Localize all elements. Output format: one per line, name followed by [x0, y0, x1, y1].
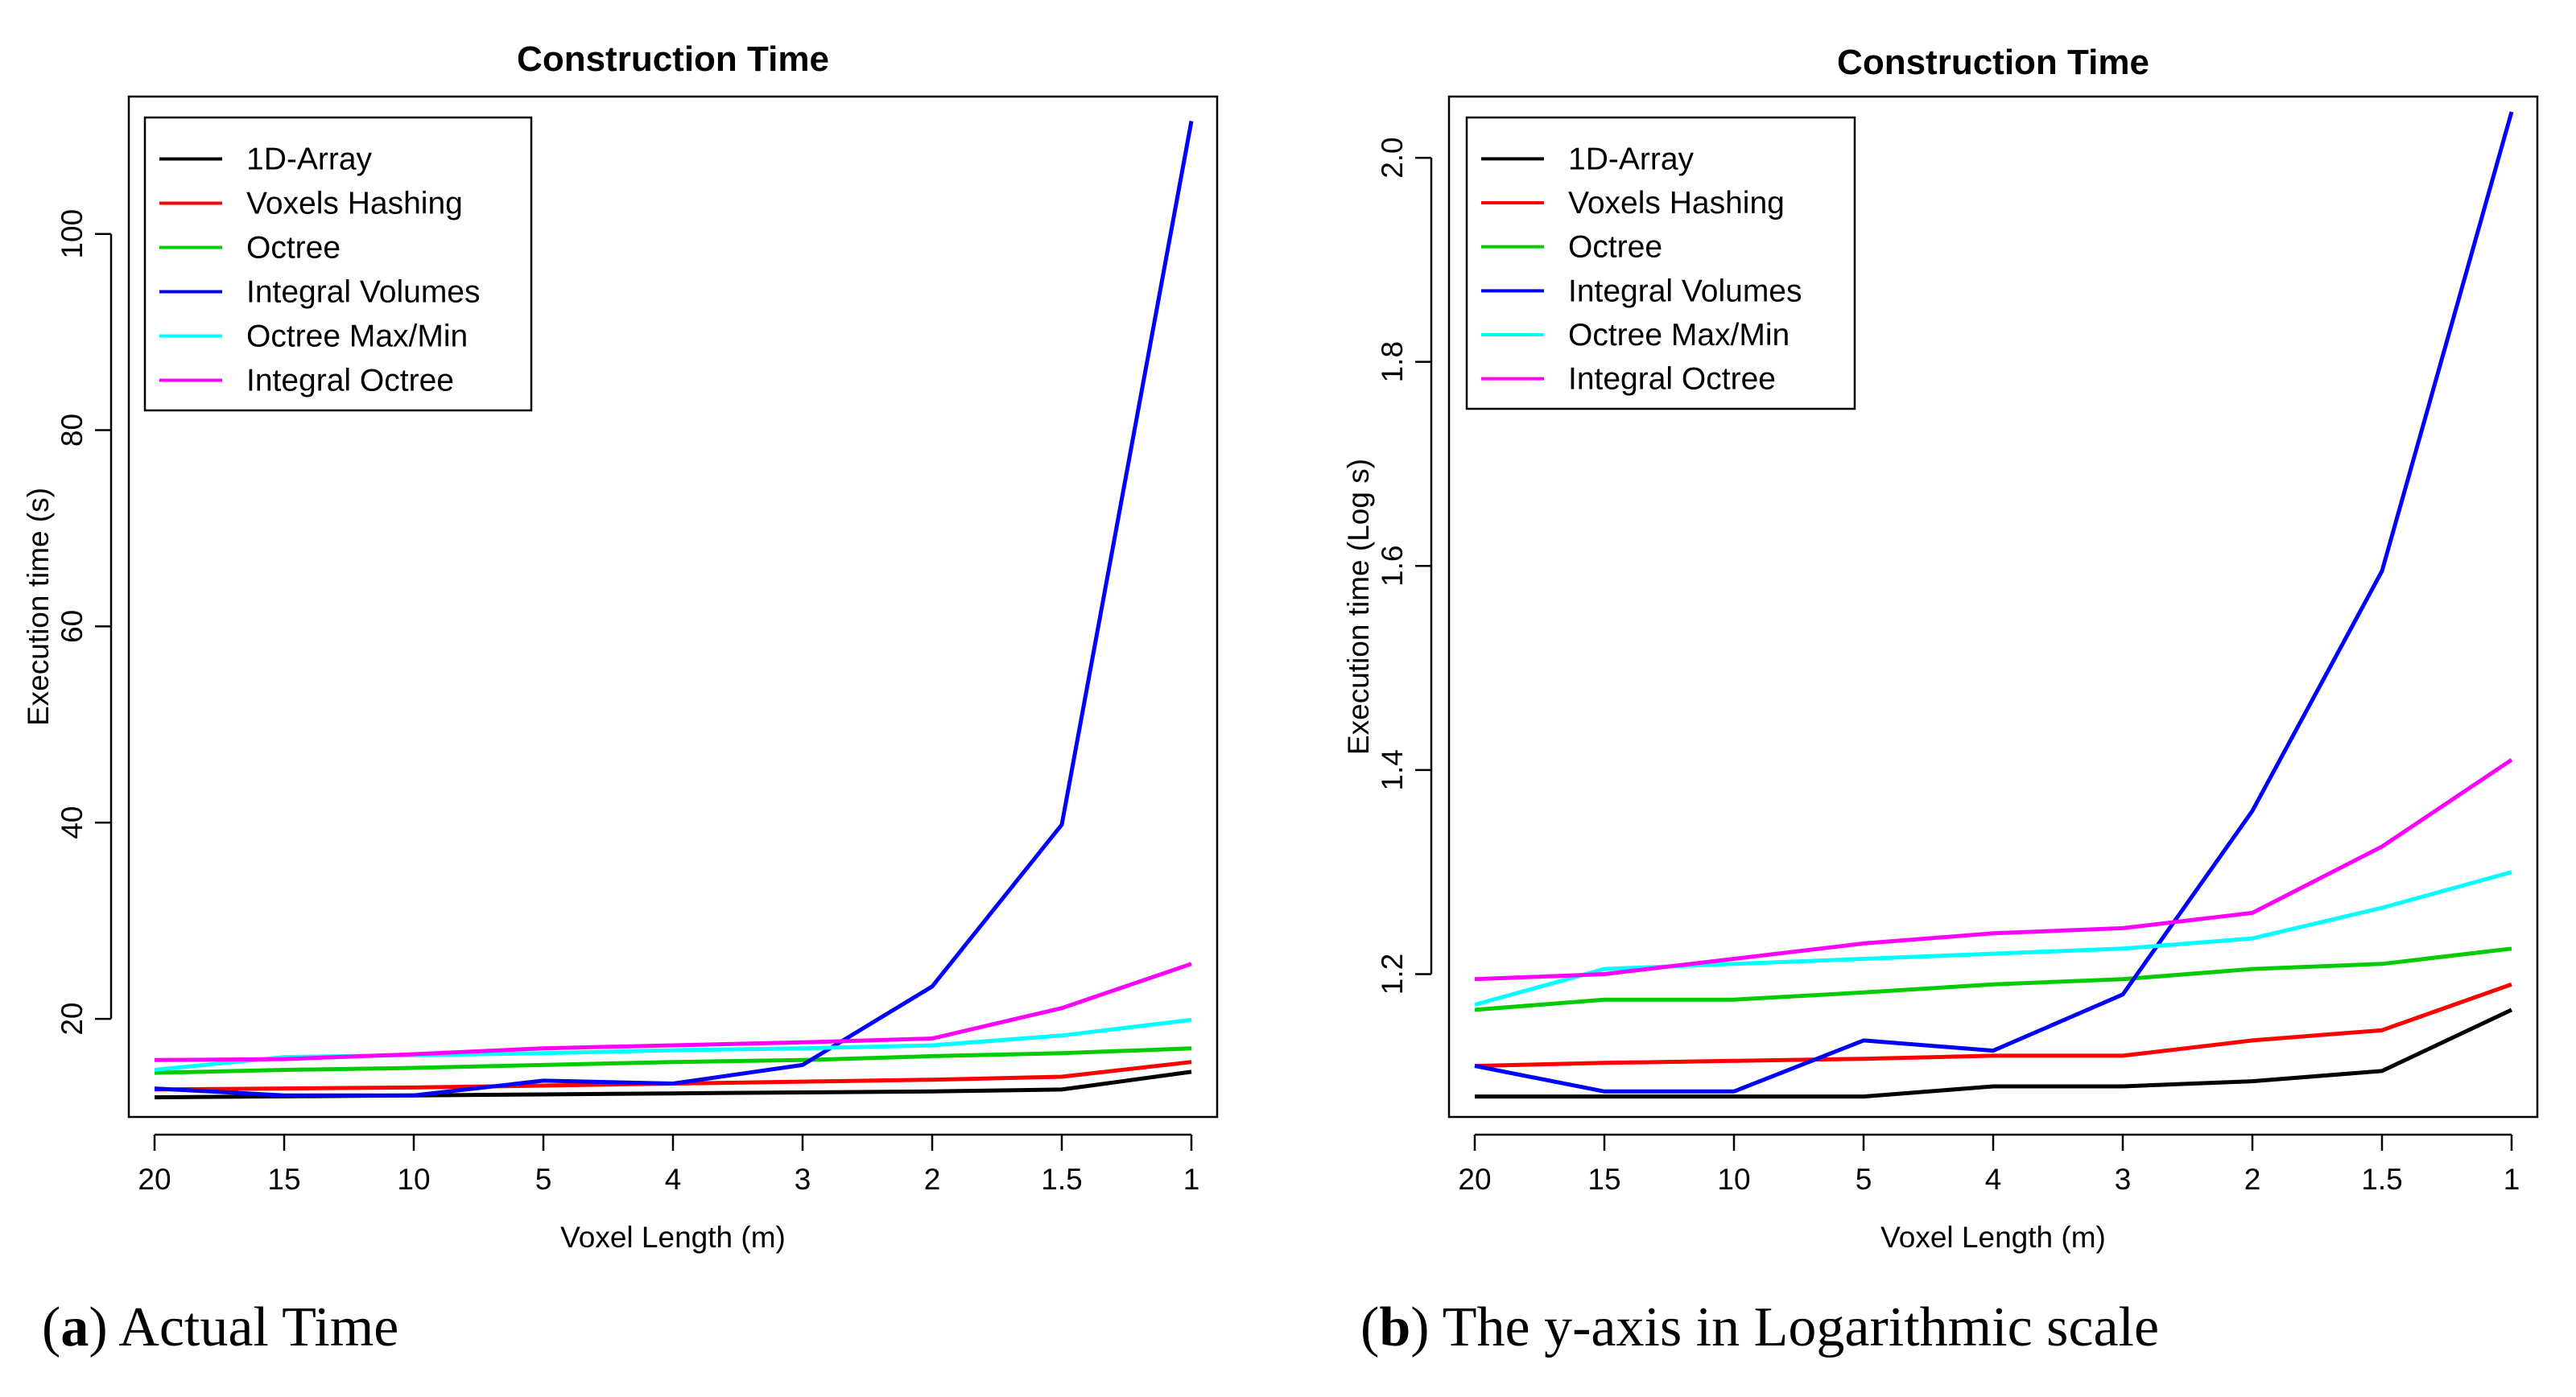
y-tick-label: 60	[56, 610, 89, 643]
legend-label: 1D-Array	[1568, 142, 1695, 176]
x-tick-label: 10	[1717, 1163, 1750, 1196]
legend-frame	[143, 116, 533, 412]
x-tick-label: 3	[795, 1163, 811, 1196]
legend-label: Integral Octree	[246, 364, 454, 398]
series-line-4	[154, 121, 1194, 1098]
plot-frame	[1447, 95, 2539, 1119]
x-tick-label: 2	[924, 1163, 941, 1196]
x-tick-label: 1	[2504, 1163, 2520, 1196]
legend-frame	[1465, 116, 1856, 410]
x-tick-label: 4	[665, 1163, 682, 1196]
legend-label: Voxels Hashing	[246, 187, 463, 221]
y-tick-label: 1.2	[1376, 954, 1409, 995]
x-tick-label: 5	[535, 1163, 552, 1196]
x-tick-label: 1.5	[2361, 1163, 2402, 1196]
x-tick-label: 5	[1856, 1163, 1872, 1196]
caption-a-text: Actual Time	[118, 1296, 399, 1358]
caption-b-text: The y-axis in Logarithmic scale	[1442, 1296, 2160, 1358]
x-tick-label: 4	[1985, 1163, 2002, 1196]
plot-frame	[127, 95, 1219, 1119]
x-tick-label: 20	[138, 1163, 171, 1196]
x-tick-label: 10	[397, 1163, 430, 1196]
chart-title: Construction Time	[517, 39, 829, 79]
legend: 1D-Array Voxels Hashing Octree Integral Vol…	[1465, 116, 1856, 410]
x-tick-label: 3	[2115, 1163, 2132, 1196]
series-line-1	[1475, 1008, 2513, 1099]
legend: 1D-Array Voxels Hashing Octree Integral Vol…	[143, 116, 533, 412]
x-tick-label: 1	[1183, 1163, 1200, 1196]
caption-b-letter: b	[1379, 1296, 1411, 1358]
legend-label: Voxels Hashing	[1568, 186, 1785, 220]
chart-title: Construction Time	[1837, 43, 2149, 82]
x-tick-label: 20	[1458, 1163, 1491, 1196]
x-tick-label: 15	[1587, 1163, 1620, 1196]
legend-label: Octree Max/Min	[1568, 318, 1790, 352]
y-axis-label: Execution time (Log s)	[1342, 459, 1375, 755]
series-line-4	[1474, 111, 2514, 1094]
y-tick-label: 2.0	[1376, 137, 1409, 178]
x-tick-label: 2	[2244, 1163, 2261, 1196]
y-tick-label: 1.8	[1376, 341, 1409, 382]
series-line-3	[154, 1046, 1192, 1075]
x-tick-label: 15	[267, 1163, 300, 1196]
y-tick-label: 80	[56, 414, 89, 447]
legend-label: Octree Max/Min	[246, 319, 468, 354]
y-tick-label: 100	[56, 209, 89, 259]
series-line-2	[1474, 982, 2512, 1069]
legend-label: Integral Volumes	[246, 275, 481, 310]
legend-label: 1D-Array	[246, 142, 373, 177]
legend-label: Octree	[246, 231, 341, 266]
y-tick-label: 40	[56, 806, 89, 839]
caption-a: (a) Actual Time	[42, 1296, 399, 1358]
x-axis-label: Voxel Length (m)	[1880, 1221, 2106, 1254]
legend-label: Integral Octree	[1568, 362, 1776, 397]
caption-b: (b) The y-axis in Logarithmic scale	[1360, 1296, 2160, 1358]
y-axis-label: Execution time (s)	[22, 488, 55, 726]
x-axis-label: Voxel Length (m)	[560, 1221, 786, 1254]
caption-a-letter: a	[60, 1296, 89, 1358]
y-tick-label: 1.4	[1376, 749, 1409, 790]
series-line-3	[1474, 946, 2512, 1012]
legend-label: Octree	[1568, 230, 1662, 265]
series-line-6	[1474, 758, 2513, 982]
series-line-6	[154, 962, 1192, 1062]
y-tick-label: 1.6	[1376, 546, 1409, 587]
legend-label: Integral Volumes	[1568, 274, 1802, 308]
chart-actual-time: Construction Time 20 15 10 5 4 3 2 1.5 1 Voxel Len…	[22, 39, 1219, 1254]
x-tick-label: 1.5	[1041, 1163, 1082, 1196]
y-tick-label: 20	[56, 1002, 89, 1035]
chart-log-time: Construction Time 20 15 10 5 4 3 2 1.5 1 Voxel Len…	[1342, 43, 2539, 1254]
